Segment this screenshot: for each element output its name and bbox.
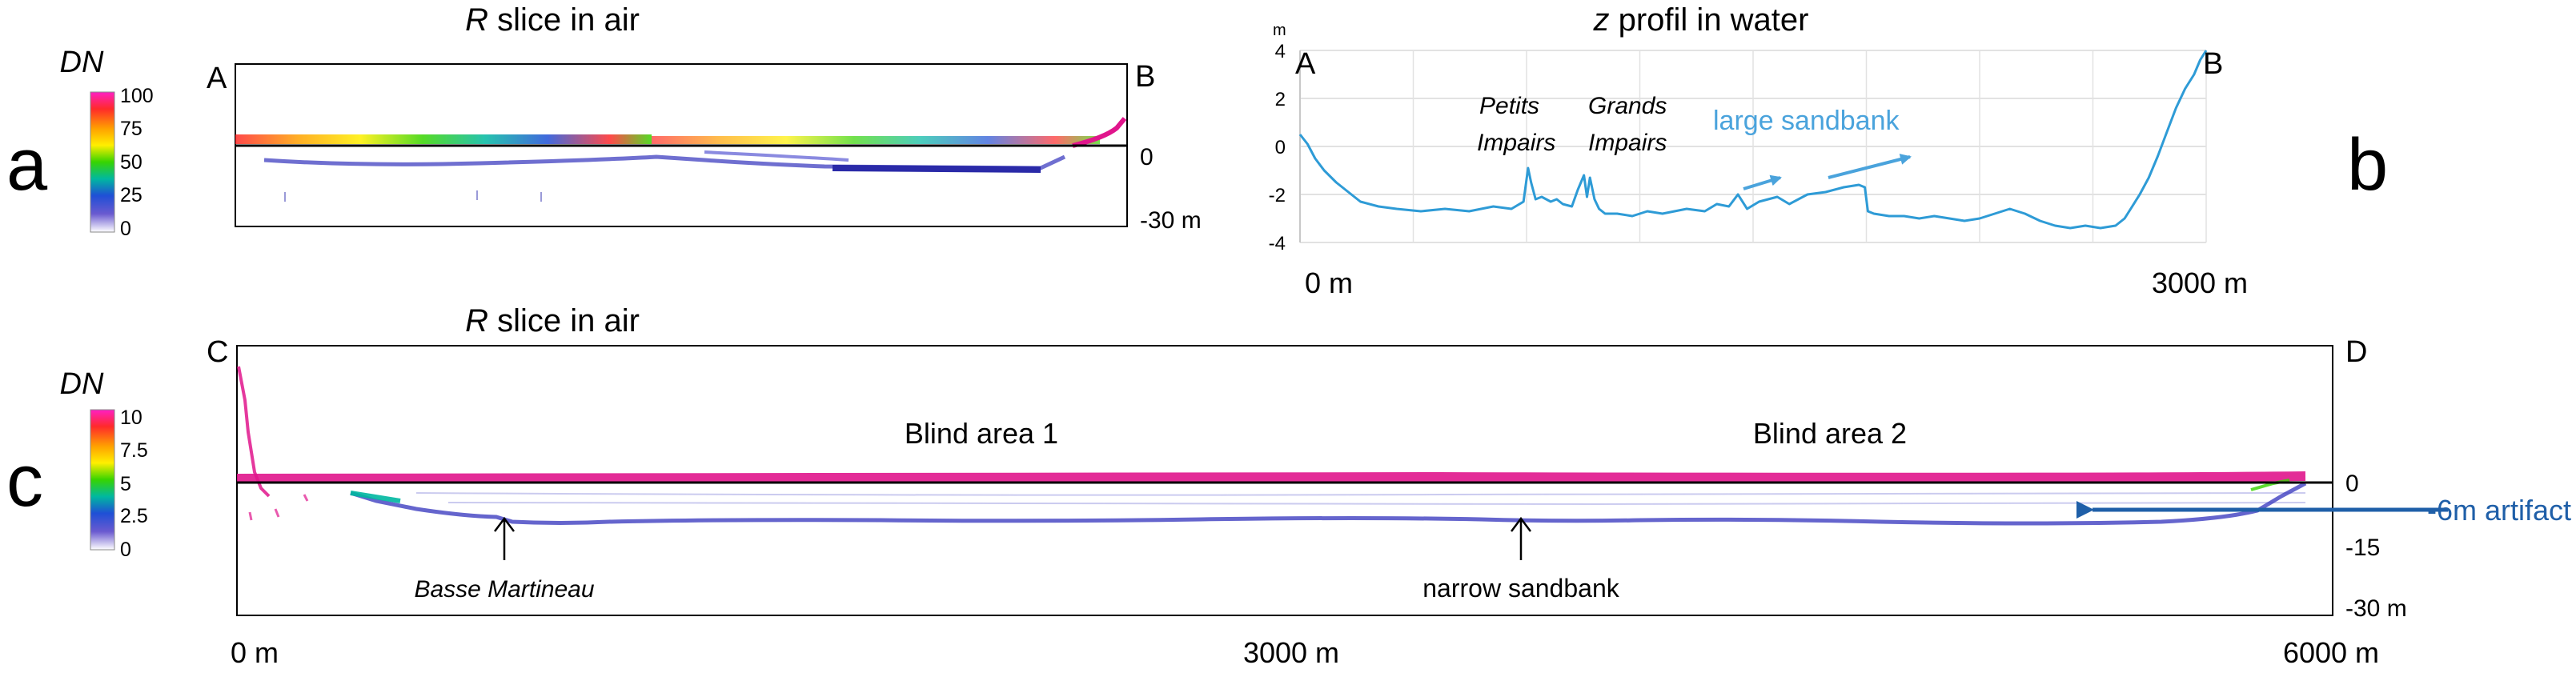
panel-b-xtick-0: 0 m	[1305, 266, 1353, 299]
panel-a-cb-tick-75: 75	[120, 118, 142, 140]
panel-c-surface-band	[236, 471, 2306, 483]
panel-c-title: R slice in air	[465, 303, 640, 338]
panel-c-shallow-band	[350, 491, 401, 503]
panel-b-ytick-minus4: -4	[1269, 233, 1286, 254]
panel-a-cb-tick-100: 100	[120, 85, 154, 107]
panel-label-c: c	[6, 440, 43, 522]
annotation-6m-artifact: -6m artifact	[2427, 494, 2571, 527]
panel-a-endpoint-right: B	[1135, 60, 1155, 94]
annotation-blind-area-2: Blind area 2	[1753, 417, 1907, 450]
panel-a-deep-layer	[832, 165, 1041, 173]
panel-c-xtick-3000: 3000 m	[1243, 636, 1339, 669]
panel-c-cb-tick-10: 10	[120, 407, 142, 429]
panel-c-ytick-0: 0	[2345, 471, 2359, 497]
annotation-petits-impairs: Impairs	[1477, 130, 1555, 156]
panel-label-a: a	[6, 124, 48, 206]
panel-b-gridlines	[1299, 50, 2207, 243]
panel-a-seabed	[263, 154, 1066, 170]
panel-a-colorbar	[90, 91, 115, 233]
annotation-large-sandbank: large sandbank	[1713, 106, 1900, 136]
panel-a-cb-tick-0: 0	[120, 218, 131, 240]
panel-c-cb-tick-2-5: 2.5	[120, 505, 148, 527]
panel-a-surface-band-right	[652, 136, 1100, 144]
panel-c-cb-tick-0: 0	[120, 539, 131, 561]
panel-c-xtick-6000: 6000 m	[2283, 636, 2379, 669]
panel-label-b: b	[2347, 124, 2388, 206]
panel-b: b z profil in water m 4 2 0 -2 -4 A B Pe…	[1269, 2, 2389, 299]
panel-a-title: R slice in air	[465, 2, 640, 38]
annotation-basse-martineau: Basse Martineau	[414, 576, 594, 603]
panel-b-ytick-2: 2	[1275, 89, 1286, 110]
basse-martineau-arrow	[494, 516, 515, 560]
annotation-grands: Grands	[1588, 93, 1667, 119]
panel-a-ytick-0: 0	[1140, 144, 1154, 170]
panel-c-cliff	[237, 366, 271, 498]
panel-c-endpoint-right: D	[2345, 335, 2367, 369]
panel-c-cb-tick-7-5: 7.5	[120, 439, 148, 462]
panel-c-colorbar	[90, 409, 115, 551]
annotation-narrow-sandbank: narrow sandbank	[1422, 574, 1619, 603]
panel-c-seabed	[350, 481, 2307, 526]
panel-b-ytick-4: 4	[1275, 41, 1286, 62]
annotation-petits: Petits	[1479, 93, 1539, 119]
panel-b-endpoint-right: B	[2203, 47, 2223, 81]
panel-a-beach	[1072, 117, 1127, 148]
panel-b-ylabel: m	[1273, 22, 1286, 39]
panel-b-series-z	[1298, 50, 2208, 230]
panel-b-title: z profil in water	[1593, 2, 1809, 38]
panel-a-ytick-minus30: -30 m	[1140, 207, 1202, 234]
panel-b-ytick-minus2: -2	[1269, 185, 1286, 206]
panel-a-surface-band-left	[235, 134, 652, 144]
panel-a-cb-tick-50: 50	[120, 151, 142, 174]
panel-c-ytick-minus30: -30 m	[2345, 595, 2407, 622]
panel-a-endpoint-left: A	[207, 62, 227, 95]
panel-a-sub-layer	[704, 150, 849, 162]
sandbank-arrow-2	[1828, 154, 1912, 179]
narrow-sandbank-arrow	[1511, 516, 1531, 560]
panel-c-colorbar-label: DN	[60, 367, 104, 401]
panel-b-xtick-3000: 3000 m	[2152, 266, 2248, 299]
panel-c-endpoint-left: C	[207, 335, 228, 369]
sandbank-arrow-1	[1743, 174, 1782, 190]
panel-c-xtick-0: 0 m	[231, 636, 279, 669]
panel-a-cb-tick-25: 25	[120, 184, 142, 206]
panel-a-colorbar-label: DN	[60, 46, 104, 79]
annotation-blind-area-1: Blind area 1	[905, 417, 1058, 450]
panel-c-cb-tick-5: 5	[120, 473, 131, 495]
panel-c-ytick-minus15: -15	[2345, 535, 2380, 561]
panel-c: c R slice in air DN 10 7.5 5 2.5 0 C D B…	[6, 303, 2571, 669]
panel-b-endpoint-left: A	[1295, 47, 1316, 81]
panel-c-specks	[248, 494, 309, 521]
annotation-grands-impairs: Impairs	[1588, 130, 1667, 156]
panel-b-ytick-0: 0	[1275, 137, 1286, 158]
panel-a: a R slice in air DN 100 75 50 25 0 A B 0…	[6, 2, 1202, 240]
